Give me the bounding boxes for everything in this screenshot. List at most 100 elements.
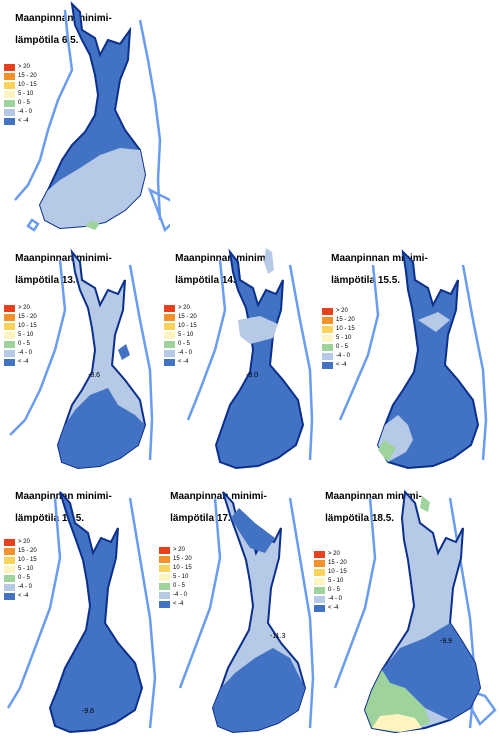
map-panel-15-5: Maanpinnan minimi- lämpötila 15.5. > 20 1…: [318, 240, 500, 470]
title-line-1: Maanpinnan minimi-: [170, 491, 267, 502]
legend-label: 15 - 20: [173, 556, 192, 562]
legend-row: 15 - 20: [159, 555, 192, 564]
legend-row: 15 - 20: [314, 559, 347, 568]
legend-label: < -4: [178, 359, 189, 365]
legend-swatch: [314, 578, 325, 585]
legend-row: -4 - 0: [159, 591, 192, 600]
legend-row: 10 - 15: [4, 81, 37, 90]
map-panel-16-5: Maanpinnan minimi- lämpötila 16.5. > 201…: [0, 478, 165, 742]
legend-label: 15 - 20: [18, 548, 37, 554]
legend-row: > 20: [4, 63, 37, 72]
legend-row: 10 - 15: [4, 322, 37, 331]
legend-swatch: [4, 359, 15, 366]
legend-row: > 20: [4, 538, 37, 547]
map-panel-14-5: Maanpinnan minimi- lämpötila 14.5. > 20 1…: [160, 240, 320, 470]
legend-label: 10 - 15: [18, 323, 37, 329]
legend-row: 5 - 10: [314, 577, 347, 586]
title-line-1: Maanpinnan minimi-: [175, 253, 272, 264]
legend-label: 10 - 15: [336, 326, 355, 332]
title-line-1: Maanpinnan minimi-: [15, 253, 112, 264]
legend-row: < -4: [314, 604, 347, 613]
legend-swatch: [4, 118, 15, 125]
legend-row: > 20: [314, 550, 347, 559]
panel-title: Maanpinnan minimi- lämpötila 13.5.: [4, 242, 112, 297]
legend-label: 10 - 15: [173, 565, 192, 571]
legend-row: < -4: [4, 117, 37, 126]
region-light: [238, 316, 278, 344]
legend-label: > 20: [18, 539, 30, 545]
finland-map: -9.0: [186, 248, 314, 470]
legend-row: 0 - 5: [159, 582, 192, 591]
legend-label: 0 - 5: [178, 341, 191, 347]
legend-swatch: [314, 551, 325, 558]
legend-label: 5 - 10: [336, 335, 352, 341]
legend-label: < -4: [18, 593, 29, 599]
legend-swatch: [159, 547, 170, 554]
legend-label: 5 - 10: [173, 574, 189, 580]
title-prefix: lämpötila: [15, 275, 60, 286]
legend-row: 0 - 5: [4, 574, 37, 583]
legend-swatch: [322, 335, 333, 342]
title-prefix: lämpötila: [331, 275, 376, 286]
neighbor-outlines: [14, 9, 170, 233]
map-panel-18-5: Maanpinnan minimi- lämpötila 18.5. > 20 1…: [310, 478, 500, 742]
legend-swatch: [164, 323, 175, 330]
legend-label: 10 - 15: [18, 557, 37, 563]
legend-label: -4 - 0: [18, 350, 33, 356]
finland-map: -9.6: [6, 491, 157, 734]
panel-title: Maanpinnan minimi- lämpötila 14.5.: [164, 242, 272, 297]
legend-label: 0 - 5: [18, 575, 31, 581]
legend-label: 0 - 5: [18, 100, 31, 106]
legend-label: > 20: [173, 547, 185, 553]
region-green: [85, 220, 100, 230]
legend-label: 10 - 15: [178, 323, 197, 329]
legend: > 20 15 - 20 10 - 15 5 - 10 0 - 5 -4 - 0 < -4: [4, 538, 37, 601]
legend: > 20 15 - 20 10 - 15 5 - 10 0 - 5 -4 - 0 < -4: [322, 307, 355, 370]
min-value-label: -11.3: [270, 633, 286, 640]
legend-swatch: [314, 587, 325, 594]
legend-row: 15 - 20: [4, 72, 37, 81]
panel-date: 13.5.: [61, 275, 85, 286]
legend-label: 15 - 20: [328, 560, 347, 566]
legend-row: -4 - 0: [322, 352, 355, 361]
legend-swatch: [322, 317, 333, 324]
legend-row: < -4: [322, 361, 355, 370]
legend-row: 5 - 10: [164, 331, 197, 340]
legend-label: < -4: [173, 601, 184, 607]
legend-row: > 20: [159, 546, 192, 555]
legend-row: < -4: [4, 358, 37, 367]
legend-swatch: [4, 539, 15, 546]
min-value-label: -9.0: [246, 372, 258, 379]
legend-label: 15 - 20: [178, 314, 197, 320]
legend-swatch: [4, 91, 15, 98]
legend: > 20 15 - 20 10 - 15 5 - 10 0 - 5 -4 - 0 < -4: [159, 546, 192, 609]
region-dark: [213, 648, 305, 732]
legend-row: 0 - 5: [4, 99, 37, 108]
legend-label: < -4: [336, 362, 347, 368]
legend-row: > 20: [4, 304, 37, 313]
legend-label: 0 - 5: [336, 344, 349, 350]
finland-map: -11.3: [178, 491, 315, 734]
legend-row: < -4: [159, 600, 192, 609]
legend-label: < -4: [328, 605, 339, 611]
legend-swatch: [164, 314, 175, 321]
legend-label: > 20: [328, 551, 340, 557]
legend-label: 5 - 10: [328, 578, 344, 584]
legend-swatch: [314, 560, 325, 567]
legend-label: 10 - 15: [18, 82, 37, 88]
region-light: [40, 148, 145, 228]
finland-map: [338, 249, 488, 470]
legend-row: 0 - 5: [164, 340, 197, 349]
legend-label: 0 - 5: [173, 583, 186, 589]
legend: > 20 15 - 20 10 - 15 5 - 10 0 - 5 -4 - 0 < -4: [4, 304, 37, 367]
legend: > 20 15 - 20 10 - 15 5 - 10 0 - 5 -4 - 0 < -4: [164, 304, 197, 367]
legend-swatch: [4, 350, 15, 357]
legend-label: > 20: [18, 305, 30, 311]
legend-swatch: [314, 596, 325, 603]
region-dark: [58, 388, 145, 468]
legend-row: 15 - 20: [4, 313, 37, 322]
legend-swatch: [4, 305, 15, 312]
panel-date: 18.5.: [371, 513, 395, 524]
title-line-1: Maanpinnan minimi-: [15, 491, 112, 502]
region-light: [418, 312, 450, 332]
